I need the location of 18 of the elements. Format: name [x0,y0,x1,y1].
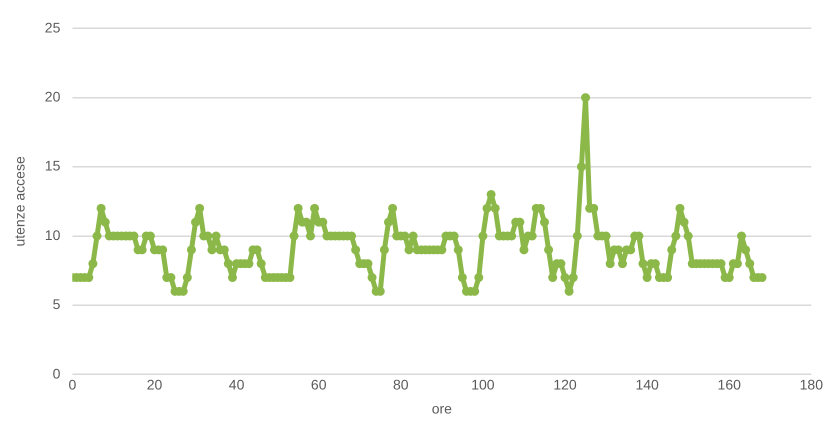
x-tick-label: 120 [553,376,577,393]
y-tick-label: 25 [44,19,61,36]
x-tick-label: 100 [471,376,495,393]
x-tick-label: 0 [68,376,76,393]
y-tick-label: 10 [44,226,61,243]
y-tick-label: 5 [52,296,61,312]
y-tick-label: 15 [44,158,61,174]
x-tick-label: 40 [228,376,245,393]
y-tick-label: 20 [44,88,61,104]
x-tick-label: 140 [635,376,660,393]
y-axis-title: utenze accese [11,156,28,247]
x-tick-label: 160 [718,376,742,393]
x-tick-label: 20 [146,376,162,393]
x-axis-title: ore [432,400,452,416]
x-tick-label: 180 [800,376,824,393]
x-tick-label: 80 [393,376,409,393]
x-tick-label: 60 [310,376,327,393]
y-tick-label: 0 [52,365,61,382]
